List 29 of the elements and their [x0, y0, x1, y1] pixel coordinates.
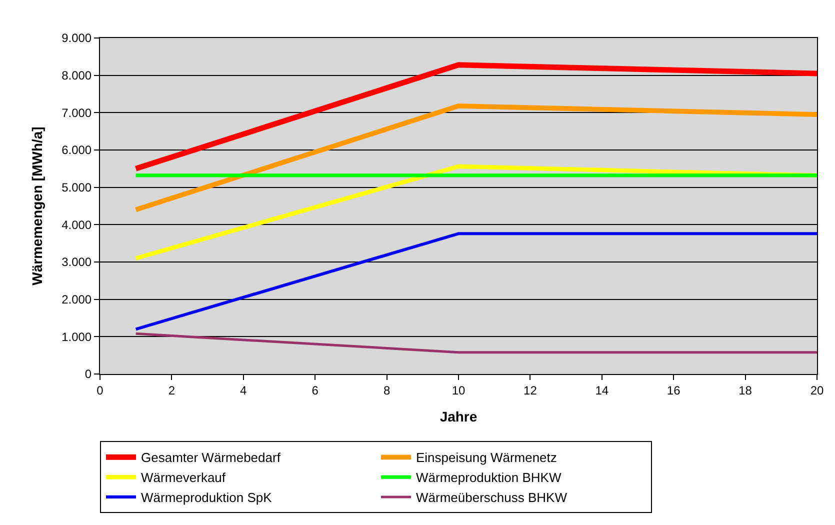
- x-tick-label: 16: [666, 383, 681, 398]
- y-tick-label: 8.000: [62, 68, 92, 83]
- y-tick-label: 2.000: [62, 292, 92, 307]
- x-tick-label: 10: [452, 383, 466, 398]
- x-tick-label: 12: [524, 383, 538, 398]
- legend-label: Wärmeüberschuss BHKW: [416, 490, 568, 506]
- x-tick-label: 2: [168, 383, 176, 398]
- y-tick-label: 6.000: [62, 143, 92, 158]
- y-tick-label: 7.000: [62, 106, 92, 120]
- x-tick-label: 4: [240, 383, 248, 398]
- legend-label: Einspeisung Wärmenetz: [416, 450, 557, 466]
- x-tick-label: 8: [383, 383, 390, 398]
- x-tick-label: 14: [595, 383, 609, 398]
- x-tick-label: 20: [810, 383, 824, 398]
- x-tick-label: 6: [312, 383, 319, 398]
- y-tick-label: 4.000: [62, 218, 92, 232]
- legend-label: Wärmeverkauf: [141, 470, 226, 486]
- y-tick-label: 9.000: [62, 31, 92, 46]
- x-tick-label: 0: [96, 383, 104, 398]
- x-tick-label: 18: [738, 383, 752, 398]
- y-tick-label: 5.000: [62, 180, 92, 195]
- legend-label: Gesamter Wärmebedarf: [141, 450, 281, 466]
- x-axis-title: Jahre: [440, 408, 478, 425]
- legend-label: Wärmeproduktion SpK: [141, 490, 272, 506]
- y-tick-label: 1.000: [62, 330, 92, 344]
- y-tick-label: 3.000: [62, 255, 92, 270]
- y-axis-title: Wärmemengen [MWh/a]: [29, 126, 46, 286]
- y-tick-label: 0: [84, 367, 92, 382]
- legend-label: Wärmeproduktion BHKW: [416, 470, 562, 486]
